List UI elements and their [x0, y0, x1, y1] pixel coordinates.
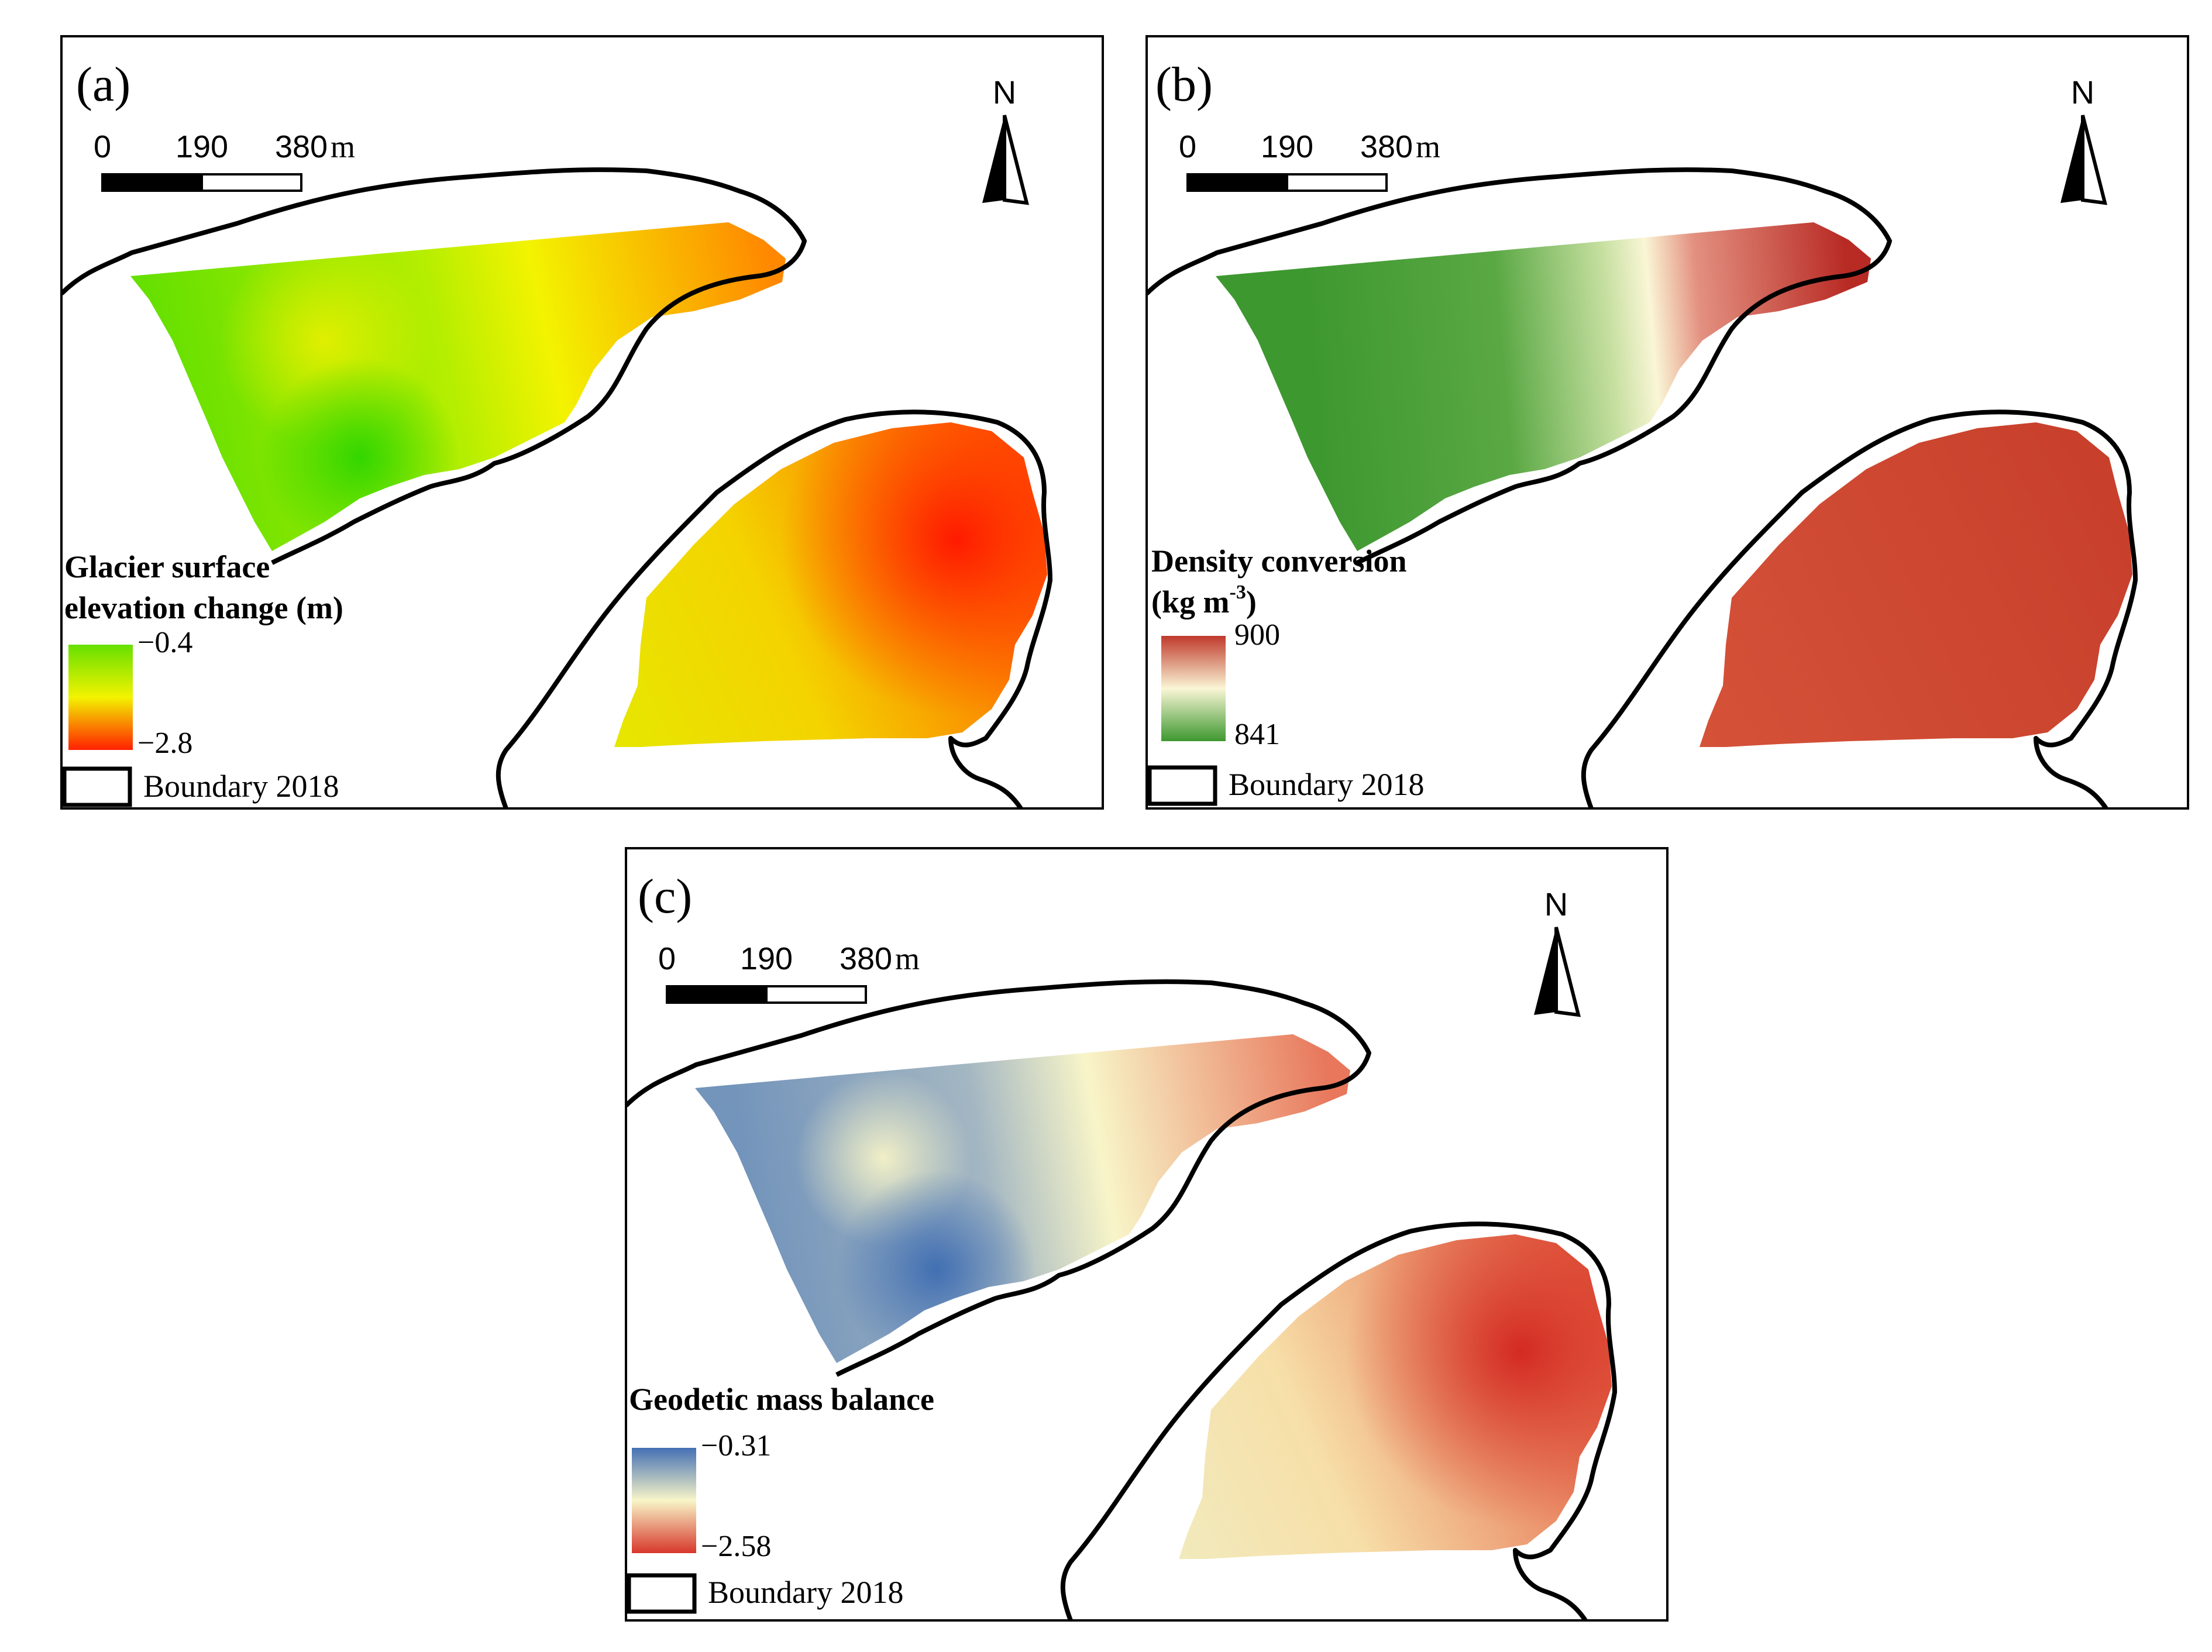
- boundary-legend-box: [1147, 765, 1217, 806]
- panel-a-boundary-lower: [496, 409, 1052, 808]
- legend-superscript: -3: [1230, 581, 1246, 603]
- panel-b-boundary-upper: [1147, 167, 1892, 565]
- panel-b-legend: Density conversion (kg m-3) 900 841 Boun…: [1147, 543, 1424, 806]
- scale-tick-190: 190: [1261, 129, 1313, 164]
- panel-c: (c) 0 190 380 m N Geodetic mass balance …: [625, 847, 1669, 1622]
- scale-tick-190: 190: [740, 941, 793, 976]
- panel-c-boundary-lower: [1060, 1221, 1617, 1620]
- panel-a-legend: Glacier surface elevation change (m) −0.…: [62, 549, 343, 807]
- scale-tick-0: 0: [94, 129, 111, 164]
- north-arrow-label: N: [1544, 886, 1568, 923]
- legend-title-line-1: Density conversion: [1151, 543, 1406, 579]
- scale-unit: m: [331, 129, 355, 164]
- scale-tick-380: 380: [840, 941, 892, 976]
- legend-colorbar: [68, 645, 133, 750]
- boundary-legend-label: Boundary 2018: [1229, 767, 1424, 802]
- boundary-legend-box: [627, 1573, 697, 1614]
- panel-b-scale-bar: 0 190 380 m: [1179, 129, 1440, 192]
- panel-a-scale-bar: 0 190 380 m: [94, 129, 355, 192]
- legend-max: −0.4: [137, 626, 192, 659]
- legend-title-line-2: elevation change (m): [64, 590, 343, 625]
- panel-c-boundary-upper: [626, 979, 1371, 1377]
- legend-max: 900: [1234, 618, 1280, 652]
- panel-a-label: (a): [76, 57, 130, 112]
- scale-tick-380: 380: [1360, 129, 1413, 164]
- legend-min: −2.8: [137, 727, 192, 760]
- panel-b-label: (b): [1155, 57, 1213, 112]
- boundary-legend-label: Boundary 2018: [143, 769, 339, 804]
- boundary-legend-box: [62, 766, 132, 807]
- legend-max: −0.31: [701, 1429, 771, 1462]
- legend-title-line-1: Geodetic mass balance: [629, 1382, 934, 1417]
- north-arrow-label: N: [993, 74, 1016, 111]
- legend-colorbar: [632, 1448, 696, 1553]
- svg-text:(kg m-3): (kg m-3): [1151, 581, 1257, 619]
- scale-tick-380: 380: [275, 129, 328, 164]
- panel-c-north-arrow: N: [1534, 886, 1581, 1017]
- panel-b: (b) 0 190 380 m N Density conversion (kg…: [1145, 35, 2189, 810]
- scale-unit: m: [895, 941, 920, 976]
- panel-a-north-arrow: N: [982, 74, 1029, 205]
- panel-a-boundary-upper: [61, 167, 807, 565]
- legend-title-close: ): [1246, 584, 1257, 619]
- legend-title-line-1: Glacier surface: [64, 549, 270, 584]
- legend-min: 841: [1234, 718, 1280, 751]
- panel-c-scale-bar: 0 190 380 m: [658, 941, 920, 1004]
- legend-colorbar: [1161, 636, 1226, 741]
- panel-c-label: (c): [638, 869, 692, 924]
- legend-title-line-2: (kg m: [1151, 584, 1230, 619]
- scale-tick-0: 0: [658, 941, 676, 976]
- scale-tick-0: 0: [1179, 129, 1196, 164]
- scale-tick-190: 190: [176, 129, 228, 164]
- panel-b-north-arrow: N: [2060, 74, 2107, 205]
- panel-c-legend: Geodetic mass balance −0.31 −2.58 Bounda…: [627, 1382, 934, 1614]
- boundary-legend-label: Boundary 2018: [708, 1575, 903, 1610]
- legend-min: −2.58: [701, 1530, 771, 1563]
- scale-unit: m: [1416, 129, 1440, 164]
- north-arrow-label: N: [2071, 74, 2094, 111]
- panel-b-boundary-lower: [1581, 409, 2138, 808]
- panel-a: (a) 0 190 380 m N Glacier surface elevat…: [60, 35, 1104, 810]
